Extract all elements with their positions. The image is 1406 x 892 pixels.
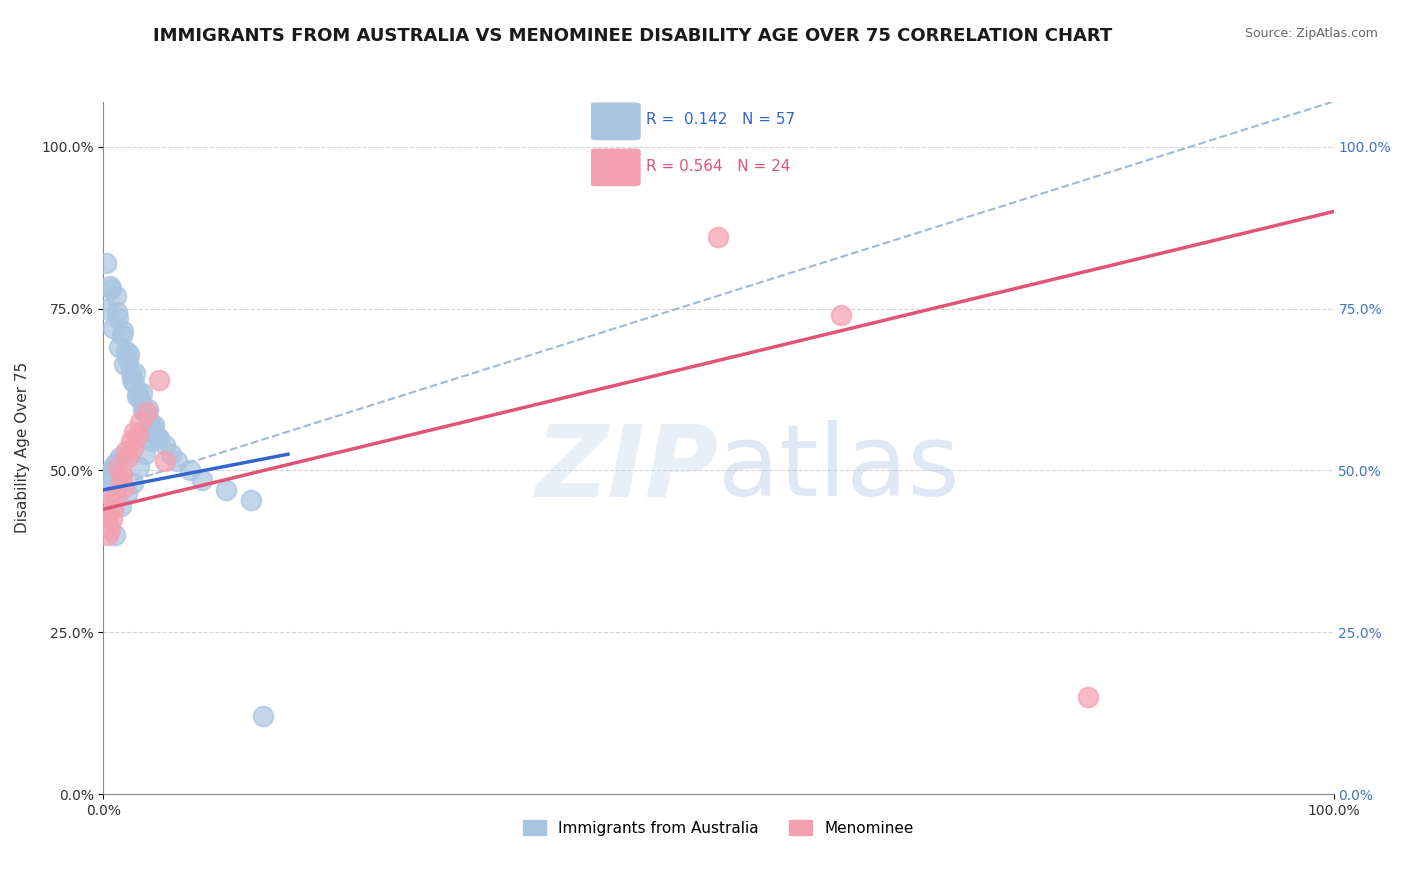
Point (117, 450, 139, 465)
Point (139, 415, 162, 429)
Point (108, 341, 131, 355)
Point (97, 473, 120, 487)
Point (115, 486, 138, 500)
Point (179, 463, 201, 477)
Point (107, 453, 129, 467)
Point (240, 492, 263, 507)
Point (103, 502, 125, 516)
Point (96, 301, 118, 316)
Point (97, 508, 120, 523)
Point (120, 434, 142, 449)
Y-axis label: Disability Age Over 75: Disability Age Over 75 (15, 362, 30, 533)
Point (166, 453, 188, 467)
Point (127, 427, 149, 442)
Point (120, 367, 142, 381)
Point (252, 709, 274, 723)
Point (141, 434, 163, 449)
Point (146, 431, 169, 445)
Text: R = 0.564   N = 24: R = 0.564 N = 24 (647, 159, 790, 174)
Point (125, 389, 148, 403)
Text: atlas: atlas (718, 420, 960, 517)
Point (103, 528, 125, 542)
Point (117, 353, 139, 368)
Point (135, 405, 157, 419)
Point (135, 409, 157, 423)
Point (191, 473, 214, 487)
Point (110, 473, 132, 487)
Point (142, 418, 165, 433)
Point (98, 522, 121, 536)
FancyBboxPatch shape (591, 103, 640, 139)
Text: Source: ZipAtlas.com: Source: ZipAtlas.com (1244, 27, 1378, 40)
Text: ZIP: ZIP (536, 420, 718, 517)
Point (107, 460, 129, 475)
Point (107, 311, 129, 326)
Point (122, 476, 145, 491)
Point (105, 305, 128, 319)
Point (132, 401, 155, 416)
Point (131, 385, 153, 400)
Point (94, 256, 117, 270)
Legend: Immigrants from Australia, Menominee: Immigrants from Australia, Menominee (517, 814, 920, 842)
Point (129, 392, 152, 407)
Point (138, 418, 160, 433)
Point (104, 457, 127, 471)
Point (94, 483, 117, 497)
Point (114, 444, 136, 458)
Text: IMMIGRANTS FROM AUSTRALIA VS MENOMINEE DISABILITY AGE OVER 75 CORRELATION CHART: IMMIGRANTS FROM AUSTRALIA VS MENOMINEE D… (153, 27, 1112, 45)
Point (108, 450, 131, 465)
Point (122, 376, 145, 390)
Point (1076, 690, 1098, 704)
Point (831, 308, 853, 322)
Point (118, 347, 141, 361)
Point (124, 367, 146, 381)
Point (98, 467, 121, 481)
Point (100, 489, 122, 503)
Point (98, 279, 121, 293)
Point (111, 467, 134, 481)
Point (215, 483, 238, 497)
Point (142, 421, 165, 435)
Point (122, 425, 145, 439)
Point (707, 230, 730, 244)
Point (100, 282, 122, 296)
Point (153, 437, 176, 451)
Point (112, 357, 135, 371)
Point (129, 415, 152, 429)
Point (112, 480, 135, 494)
Point (104, 288, 127, 302)
Point (160, 447, 183, 461)
FancyBboxPatch shape (591, 149, 640, 186)
Point (110, 499, 132, 513)
Point (127, 385, 149, 400)
Point (97, 528, 120, 542)
Point (96, 508, 118, 523)
Point (128, 460, 150, 475)
Point (148, 373, 170, 387)
Point (121, 373, 143, 387)
Point (104, 489, 127, 503)
Point (143, 427, 166, 442)
Point (111, 327, 134, 342)
Point (134, 447, 156, 461)
Point (148, 431, 170, 445)
Point (101, 460, 124, 475)
Point (136, 401, 159, 416)
Point (103, 321, 125, 335)
Point (112, 324, 135, 338)
Text: R =  0.142   N = 57: R = 0.142 N = 57 (647, 112, 796, 127)
Point (101, 512, 124, 526)
Point (114, 343, 136, 358)
Point (122, 441, 145, 455)
Point (153, 453, 176, 467)
Point (132, 405, 155, 419)
